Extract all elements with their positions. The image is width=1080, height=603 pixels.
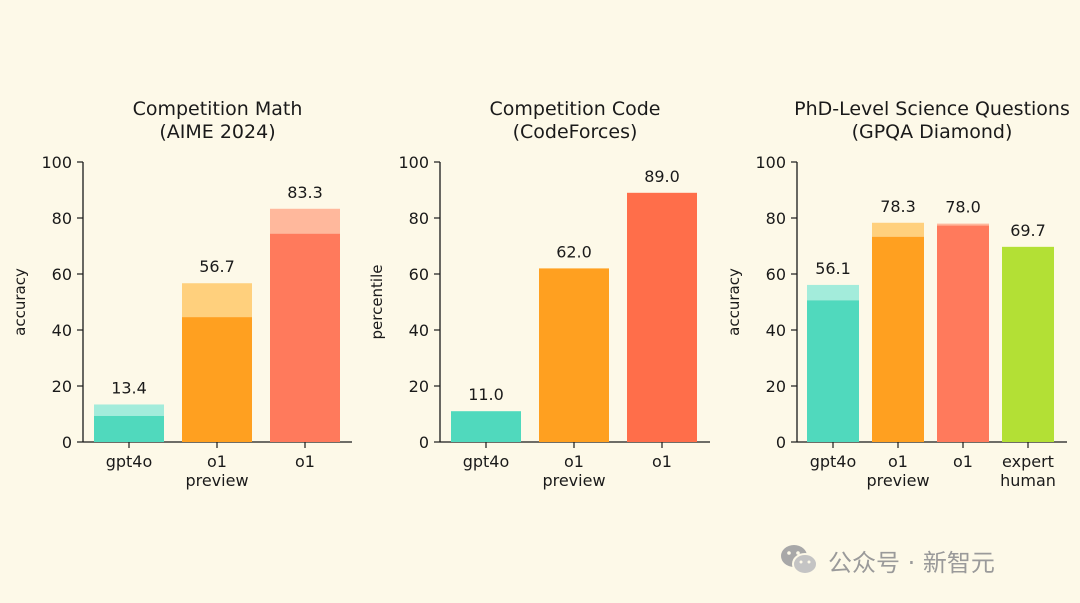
chart-title: PhD-Level Science Questions xyxy=(794,98,1070,120)
bar xyxy=(807,300,859,442)
y-axis-label: accuracy xyxy=(725,268,743,336)
data-label: 11.0 xyxy=(468,385,504,404)
x-tick-label: gpt4o xyxy=(810,452,857,471)
x-tick-label: preview xyxy=(866,471,929,490)
bar-top-segment xyxy=(807,284,859,301)
bar xyxy=(1002,246,1054,442)
y-tick-label: 80 xyxy=(409,209,429,228)
data-label: 13.4 xyxy=(111,378,147,397)
bar xyxy=(182,317,252,442)
bar xyxy=(270,233,340,442)
bar-top-segment xyxy=(937,223,989,226)
y-tick-label: 0 xyxy=(62,433,72,452)
bar xyxy=(937,225,989,442)
bar xyxy=(627,192,697,442)
bar-top-segment xyxy=(94,404,164,416)
x-tick-label: o1 xyxy=(207,452,227,471)
data-label: 56.7 xyxy=(199,257,235,276)
x-tick-label: gpt4o xyxy=(463,452,510,471)
y-tick-label: 60 xyxy=(409,265,429,284)
bar xyxy=(539,268,609,442)
bar-top-segment xyxy=(872,222,924,237)
y-tick-label: 80 xyxy=(52,209,72,228)
data-label: 78.3 xyxy=(880,197,916,216)
y-tick-label: 20 xyxy=(409,377,429,396)
x-tick-label: gpt4o xyxy=(106,452,153,471)
y-axis-label: percentile xyxy=(368,264,386,339)
y-tick-label: 20 xyxy=(766,377,786,396)
x-tick-label: preview xyxy=(542,471,605,490)
chart-subtitle: (CodeForces) xyxy=(513,121,638,143)
y-tick-label: 0 xyxy=(419,433,429,452)
chart-subtitle: (GPQA Diamond) xyxy=(852,121,1013,143)
bar-top-segment xyxy=(270,208,340,234)
bar-top-segment xyxy=(182,283,252,318)
bar xyxy=(94,415,164,442)
x-tick-label: o1 xyxy=(953,452,973,471)
x-tick-label: o1 xyxy=(564,452,584,471)
y-tick-label: 40 xyxy=(409,321,429,340)
chart-title: Competition Code xyxy=(490,98,661,120)
chart-subtitle: (AIME 2024) xyxy=(159,121,275,143)
x-tick-label: o1 xyxy=(295,452,315,471)
chart-title: Competition Math xyxy=(133,98,303,120)
bar xyxy=(872,236,924,442)
y-tick-label: 100 xyxy=(755,153,786,172)
watermark: 公众号 · 新智元 xyxy=(780,540,1070,580)
wechat-icon xyxy=(781,545,818,575)
x-tick-label: expert xyxy=(1002,452,1054,471)
y-axis-label: accuracy xyxy=(11,268,29,336)
data-label: 69.7 xyxy=(1010,221,1046,240)
y-tick-label: 100 xyxy=(41,153,72,172)
x-tick-label: human xyxy=(1000,471,1056,490)
data-label: 83.3 xyxy=(287,183,323,202)
y-tick-label: 40 xyxy=(52,321,72,340)
data-label: 78.0 xyxy=(945,198,981,217)
bar xyxy=(451,411,521,442)
x-tick-label: o1 xyxy=(652,452,672,471)
data-label: 89.0 xyxy=(644,167,680,186)
x-tick-label: preview xyxy=(185,471,248,490)
watermark-text: 公众号 · 新智元 xyxy=(828,548,995,577)
y-tick-label: 60 xyxy=(766,265,786,284)
y-tick-label: 100 xyxy=(398,153,429,172)
data-label: 56.1 xyxy=(815,259,851,278)
y-tick-label: 0 xyxy=(776,433,786,452)
y-tick-label: 80 xyxy=(766,209,786,228)
y-tick-label: 40 xyxy=(766,321,786,340)
y-tick-label: 20 xyxy=(52,377,72,396)
data-label: 62.0 xyxy=(556,242,592,261)
x-tick-label: o1 xyxy=(888,452,908,471)
y-tick-label: 60 xyxy=(52,265,72,284)
